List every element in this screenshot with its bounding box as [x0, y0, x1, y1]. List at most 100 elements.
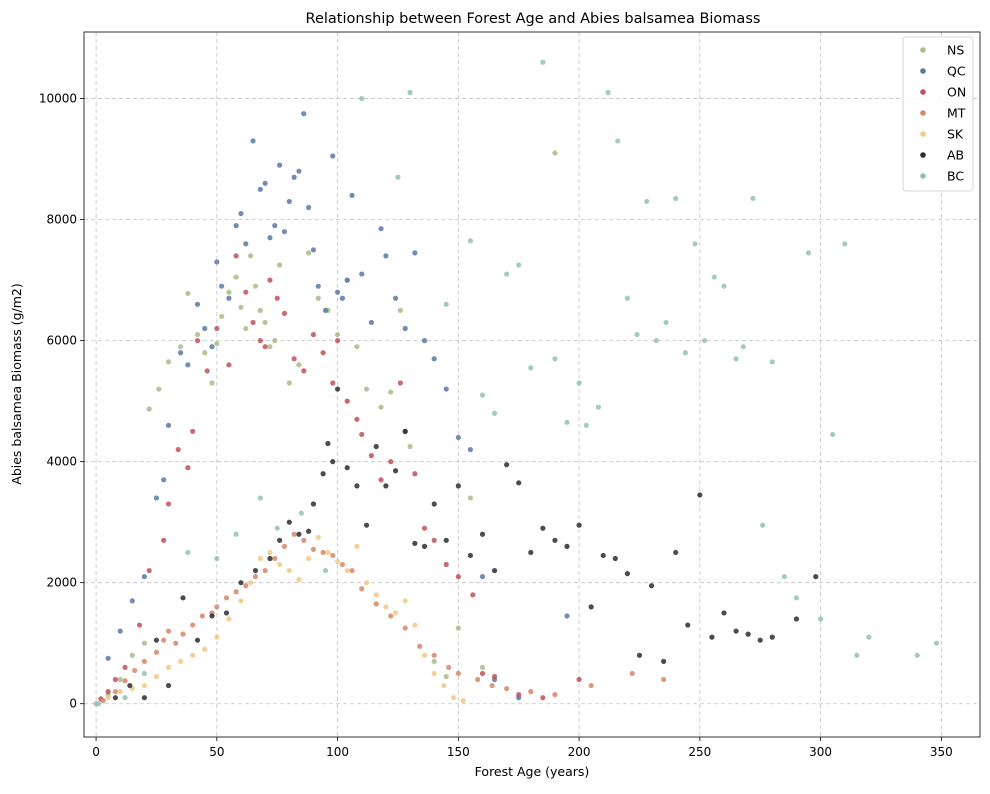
data-point-ns — [226, 289, 232, 295]
data-point-sk — [190, 652, 196, 658]
data-point-bc — [842, 241, 848, 247]
data-point-bc — [257, 495, 263, 501]
data-point-ns — [363, 386, 370, 392]
data-point-mt — [446, 664, 452, 671]
data-point-mt — [214, 604, 220, 610]
data-point-on — [267, 277, 273, 283]
data-point-ns — [277, 262, 283, 268]
data-point-on — [540, 695, 546, 701]
data-point-qc — [301, 111, 307, 117]
data-point-qc — [479, 574, 486, 580]
data-point-ns — [388, 389, 394, 395]
data-point-ns — [165, 359, 172, 365]
data-point-ns — [455, 625, 461, 631]
data-point-ab — [412, 540, 418, 546]
data-point-ns — [431, 658, 437, 664]
data-point-ab — [296, 531, 302, 537]
legend: NS QC ON MT SK AB BC — [902, 36, 974, 192]
data-point-sk — [334, 558, 341, 565]
data-point-ns — [354, 344, 360, 350]
grid-lines — [84, 32, 980, 737]
data-point-mt — [180, 631, 186, 637]
data-point-bc — [624, 295, 630, 301]
data-point-mt — [272, 555, 278, 562]
data-point-qc — [296, 168, 302, 174]
legend-marker-bc — [920, 173, 926, 179]
data-point-qc — [262, 180, 268, 186]
data-point-ab — [286, 519, 292, 525]
data-point-sk — [392, 610, 399, 616]
legend-marker-qc — [920, 68, 926, 74]
y-axis-ticks: 0 2000 4000 6000 8000 10000 — [39, 92, 84, 711]
data-point-on — [185, 465, 191, 471]
data-point-qc — [443, 386, 449, 392]
data-point-mt — [629, 670, 635, 677]
data-point-qc — [178, 350, 184, 356]
data-point-qc — [219, 283, 225, 289]
data-point-on — [310, 331, 317, 338]
data-point-ns — [141, 640, 147, 646]
data-point-on — [455, 574, 461, 580]
data-point-bc — [673, 195, 679, 202]
data-point-on — [368, 453, 374, 459]
data-point-on — [165, 501, 172, 507]
data-point-sk — [277, 561, 283, 568]
data-point-on — [122, 664, 128, 671]
y-axis-label: Abies balsamea Biomass (g/m2) — [9, 283, 24, 484]
data-point-ab — [334, 386, 341, 392]
data-point-bc — [233, 531, 239, 537]
data-point-sk — [178, 658, 184, 664]
data-point-ab — [180, 595, 186, 601]
data-point-on — [479, 670, 486, 677]
data-point-on — [443, 561, 449, 568]
data-point-qc — [455, 434, 461, 441]
data-point-ns — [202, 350, 208, 356]
data-point-mt — [349, 567, 355, 574]
data-point-mt — [373, 601, 379, 607]
data-point-ns — [252, 283, 259, 289]
data-point-on — [431, 537, 437, 543]
data-point-bc — [395, 174, 401, 180]
data-point-bc — [914, 652, 920, 658]
data-point-on — [378, 477, 384, 483]
data-point-sk — [238, 598, 244, 604]
legend-label-sk: SK — [947, 127, 964, 142]
data-point-bc — [467, 238, 474, 244]
data-point-mt — [291, 531, 297, 537]
y-tick-label: 2000 — [46, 576, 77, 590]
data-point-qc — [194, 301, 201, 307]
data-point-mt — [233, 589, 239, 595]
data-point-on — [233, 253, 239, 259]
data-point-qc — [339, 295, 346, 301]
data-point-mt — [243, 583, 249, 589]
data-point-bc — [750, 195, 756, 202]
data-point-ns — [257, 307, 263, 313]
data-point-ns — [272, 338, 278, 344]
data-point-mt — [475, 676, 481, 683]
data-point-ab — [141, 695, 147, 701]
data-point-qc — [233, 223, 239, 229]
data-point-mt — [402, 625, 408, 631]
x-tick-label: 300 — [809, 745, 832, 759]
data-point-bc — [866, 634, 872, 640]
data-point-bc — [595, 404, 602, 410]
data-point-ab — [540, 525, 546, 531]
data-point-ab — [491, 567, 498, 574]
data-point-mt — [153, 649, 160, 655]
data-point-bc — [634, 331, 640, 338]
series-ns — [93, 150, 558, 707]
data-point-ns — [479, 664, 486, 671]
data-point-qc — [209, 344, 215, 350]
data-point-bc — [214, 555, 220, 562]
data-point-mt — [262, 567, 268, 574]
data-point-mt — [132, 667, 138, 674]
data-point-on — [354, 416, 360, 422]
data-point-sk — [373, 592, 379, 598]
data-point-ab — [612, 555, 618, 562]
data-point-sk — [402, 598, 408, 604]
data-point-on — [214, 325, 220, 332]
data-point-mt — [339, 561, 346, 568]
data-point-bc — [185, 549, 191, 556]
